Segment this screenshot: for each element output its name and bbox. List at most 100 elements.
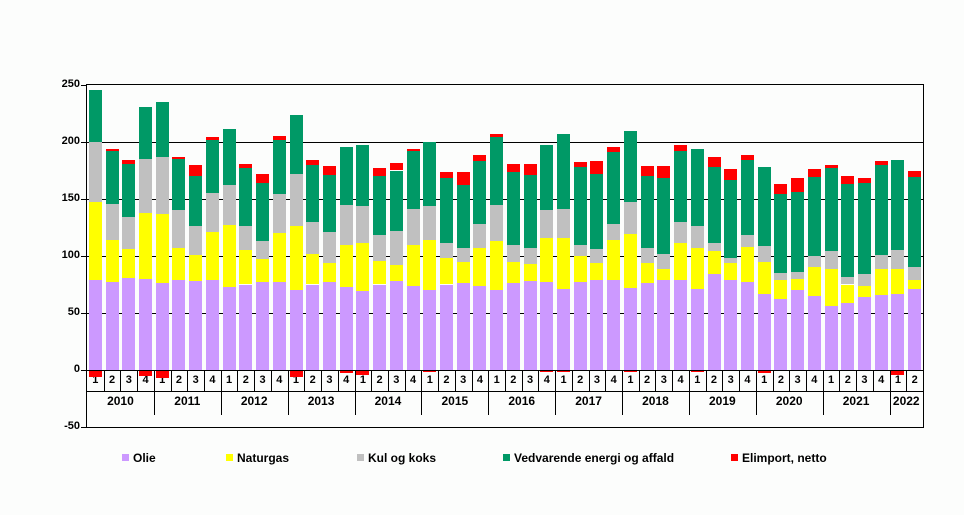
bar-segment-vedvarende-energi-og-affald [105,151,119,204]
bar-segment-elimport-netto [690,370,704,373]
bar-segment-olie [640,283,654,370]
quarter-label: 3 [593,374,601,386]
bar-segment-olie [757,293,771,370]
bar-segment-elimport-netto [824,164,838,169]
bar-segment-naturgas [724,262,738,280]
bar-segment-kul-og-koks [423,205,437,241]
quarter-label: 1 [560,374,567,386]
bar-segment-naturgas [891,268,905,294]
bar-segment-vedvarende-energi-og-affald [874,164,888,255]
bar-segment-olie [389,281,403,370]
quarter-label: 4 [610,374,617,386]
bar-segment-elimport-netto [523,163,537,176]
bar-segment-vedvarende-energi-og-affald [623,130,637,203]
bar-segment-kul-og-koks [740,235,754,247]
bar-segment-kul-og-koks [557,209,571,238]
bar-segment-olie [189,281,203,370]
bar-segment-olie [690,289,704,370]
bar-segment-naturgas [824,268,838,307]
bar-segment-olie [239,284,253,370]
bar-segment-naturgas [674,243,688,280]
bar-segment-vedvarende-energi-og-affald [640,176,654,248]
year-separator [354,370,356,415]
bar-segment-naturgas [573,256,587,283]
quarter-separator [304,370,306,391]
bar-segment-vedvarende-energi-og-affald [389,170,403,231]
bar-segment-kul-og-koks [506,244,520,262]
legend-label: Naturgas [237,451,290,465]
quarter-separator [187,370,189,391]
bar-segment-vedvarende-energi-og-affald [406,151,420,210]
quarter-separator [638,370,640,391]
bar-segment-kul-og-koks [774,273,788,280]
bar-segment-kul-og-koks [306,221,320,254]
y-tick-mark [81,369,86,371]
bar-segment-vedvarende-energi-og-affald [205,139,219,194]
bar-segment-olie [607,279,621,370]
bar-segment-naturgas [189,254,203,282]
bar-segment-elimport-netto [657,165,671,179]
quarter-label: 3 [192,374,199,386]
quarter-label: 4 [142,374,149,386]
bar-segment-vedvarende-energi-og-affald [473,161,487,225]
bar-segment-kul-og-koks [189,226,203,255]
y-tick-mark [81,426,86,428]
bar-segment-vedvarende-energi-og-affald [256,183,270,242]
year-separator [488,370,490,415]
bar-segment-kul-og-koks [523,248,537,264]
bar-segment-kul-og-koks [239,226,253,251]
year-label: 2014 [374,394,402,408]
bar-segment-olie [573,282,587,370]
bar-segment-olie [272,282,286,370]
bar-segment-naturgas [557,237,571,290]
bar-segment-olie [88,279,102,370]
bar-segment-kul-og-koks [406,209,420,245]
quarter-separator [103,370,105,391]
quarter-separator [588,370,590,391]
bar-segment-vedvarende-energi-og-affald [724,179,738,259]
bar-segment-elimport-netto [139,370,153,376]
quarter-label: 1 [226,374,233,386]
y-tick-label: 0 [73,363,80,375]
bar-segment-elimport-netto [423,370,437,372]
bar-segment-olie [423,290,437,370]
bar-segment-olie [623,287,637,370]
bar-segment-kul-og-koks [272,194,286,234]
quarter-separator [454,370,456,391]
bar-segment-kul-og-koks [256,241,270,260]
quarter-label: 2 [644,374,651,386]
quarter-label: 1 [359,374,366,386]
bar-segment-olie [456,283,470,370]
quarter-separator [521,370,523,391]
year-label: 2022 [892,394,920,408]
gridline [87,312,923,314]
quarter-label: 2 [109,374,116,386]
quarter-separator [655,370,657,391]
bar-segment-naturgas [122,249,136,278]
bar-segment-olie [724,279,738,370]
bar-segment-kul-og-koks [841,276,855,285]
bar-segment-kul-og-koks [807,256,821,268]
quarter-label: 2 [309,374,316,386]
bar-segment-kul-og-koks [874,254,888,269]
quarter-separator [270,370,272,391]
bar-segment-vedvarende-energi-og-affald [523,175,537,248]
bar-segment-elimport-netto [172,156,186,160]
quarter-label: 1 [894,374,901,386]
bar-segment-naturgas [523,263,537,282]
quarter-label: 2 [175,374,183,386]
bar-segment-elimport-netto [88,370,102,377]
year-label: 2020 [775,394,803,408]
quarter-label: 1 [694,374,701,386]
bar-segment-vedvarende-energi-og-affald [439,178,453,244]
bar-segment-elimport-netto [506,163,520,172]
year-separator [755,370,757,415]
year-label: 2017 [575,394,602,408]
quarter-label: 2 [911,374,918,386]
bar-segment-olie [406,285,420,370]
bar-segment-olie [774,299,788,370]
bar-segment-vedvarende-energi-og-affald [289,114,303,174]
bar-segment-vedvarende-energi-og-affald [155,102,169,157]
quarter-label: 4 [811,374,818,386]
y-tick-label: 50 [67,306,80,318]
